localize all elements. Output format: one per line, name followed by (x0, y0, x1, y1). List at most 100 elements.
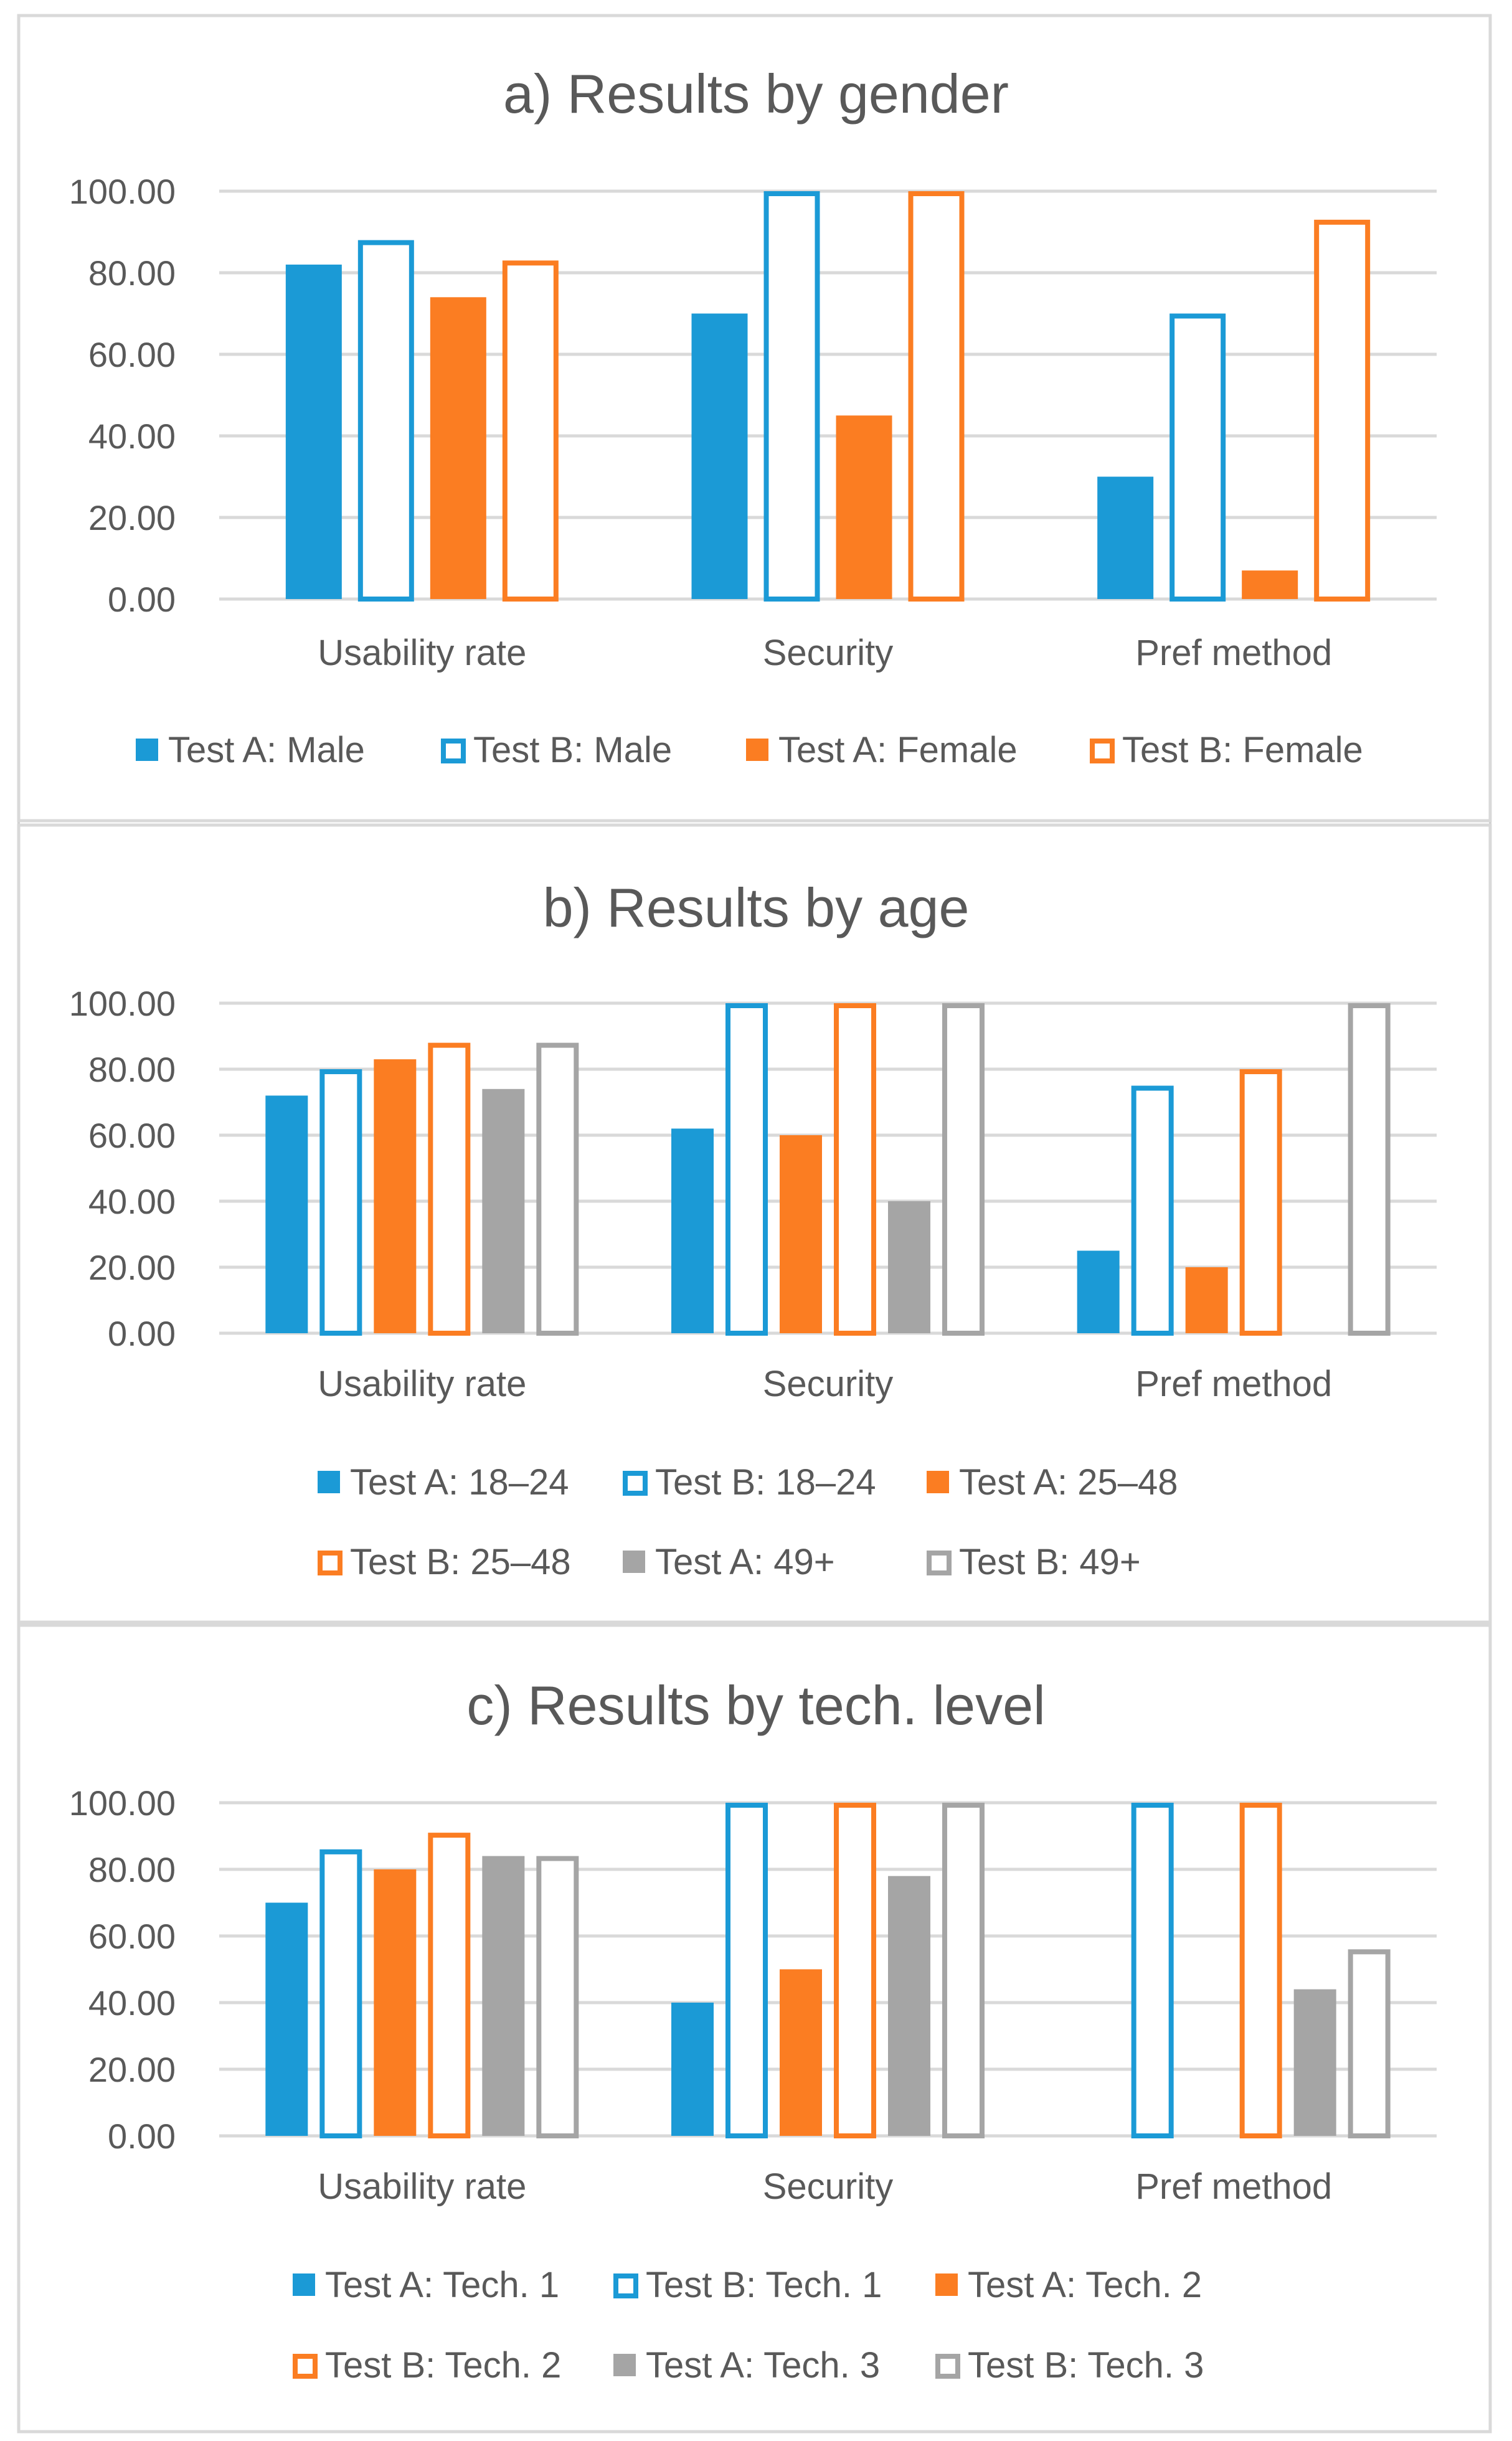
bar-test-b-49- (1348, 1003, 1391, 1336)
bar-test-b-49- (536, 1042, 579, 1336)
bar-test-a-male (1097, 476, 1154, 599)
bar-test-b-25-48 (428, 1042, 471, 1336)
legend-label: Test B: 18–24 (655, 1462, 876, 1503)
y-tick-label: 100.00 (69, 1783, 176, 1823)
bar-test-b-female (502, 260, 559, 602)
y-tick-label: 60.00 (88, 1917, 176, 1956)
y-tick-label: 80.00 (88, 1850, 176, 1889)
bar-test-a-18-24 (671, 1128, 714, 1333)
bar-test-a-female (836, 415, 892, 599)
y-tick-label: 20.00 (88, 2050, 176, 2089)
chart-title: b) Results by age (543, 877, 970, 938)
category-label: Security (763, 633, 894, 673)
bar-test-b-tech-1 (319, 1849, 362, 2138)
legend-swatch-hollow (927, 1551, 952, 1575)
legend-label: Test B: Male (473, 730, 672, 770)
bar-test-a-25-48 (1185, 1267, 1228, 1333)
legend-item: Test B: 49+ (927, 1542, 1141, 1582)
bar-test-b-tech-1 (725, 1803, 768, 2138)
chart-age: b) Results by age 0.00 20.00 40.00 60.00 80.0… (17, 823, 1492, 1624)
legend-label: Test A: Tech. 2 (968, 2265, 1202, 2305)
legend-item: Test A: Male (136, 730, 365, 770)
legend-label: Test B: 49+ (959, 1542, 1141, 1582)
legend-swatch-filled (935, 2273, 958, 2296)
bar-test-b-female (1314, 219, 1371, 602)
bar-test-a-18-24 (265, 1095, 308, 1333)
bar-test-b-tech-3 (536, 1856, 579, 2139)
legend-swatch-hollow (613, 2273, 638, 2298)
legend-label: Test B: Tech. 1 (646, 2265, 882, 2305)
category-label: Usability rate (318, 633, 526, 673)
bar-test-b-male (763, 191, 820, 602)
category-label: Pref method (1135, 1364, 1332, 1404)
legend-label: Test A: 49+ (655, 1542, 835, 1582)
y-tick-label: 20.00 (88, 1248, 176, 1287)
bar-test-b-tech-1 (1131, 1803, 1174, 2138)
legend-label: Test B: 25–48 (350, 1542, 571, 1582)
legend-item: Test A: Female (746, 730, 1018, 770)
legend-swatch-filled (613, 2354, 636, 2376)
y-tick-label: 0.00 (108, 2117, 176, 2156)
bar-test-b-49- (942, 1003, 985, 1336)
bar-test-a-female (430, 297, 486, 599)
bar-test-b-tech-3 (942, 1803, 985, 2138)
bar-test-b-18-24 (1131, 1085, 1174, 1336)
legend-label: Test B: Tech. 2 (325, 2345, 561, 2386)
bar-test-a-female (1242, 570, 1298, 599)
bar-test-b-25-48 (834, 1003, 876, 1336)
y-tick-label: 0.00 (108, 580, 176, 619)
legend-label: Test A: Male (168, 730, 365, 770)
legend-item: Test A: 49+ (623, 1542, 835, 1582)
y-tick-label: 60.00 (88, 335, 176, 374)
chart-panel (17, 14, 1492, 823)
bar-test-b-18-24 (319, 1069, 362, 1336)
legend-label: Test B: Tech. 3 (968, 2345, 1204, 2386)
category-label: Pref method (1135, 2166, 1332, 2207)
y-tick-label: 60.00 (88, 1116, 176, 1155)
y-tick-label: 40.00 (88, 1182, 176, 1221)
legend-label: Test A: Tech. 1 (325, 2265, 559, 2305)
bar-test-b-25-48 (1239, 1069, 1282, 1336)
legend-item: Test B: Female (1090, 730, 1363, 770)
category-label: Pref method (1135, 633, 1332, 673)
legend-swatch-filled (293, 2273, 315, 2296)
y-tick-label: 100.00 (69, 172, 176, 211)
legend-swatch-hollow (318, 1551, 343, 1575)
legend-swatch-filled (927, 1471, 949, 1493)
legend-swatch-filled (623, 1551, 645, 1573)
bar-test-a-tech-1 (265, 1902, 308, 2136)
bar-test-b-tech-2 (1239, 1803, 1282, 2138)
bar-test-a-tech-3 (1293, 1989, 1336, 2136)
category-label: Security (763, 1364, 894, 1404)
legend-item: Test A: Tech. 2 (935, 2265, 1202, 2305)
y-tick-label: 40.00 (88, 417, 176, 456)
chart-gender: a) Results by gender 0.00 20.00 40.00 60.00 8… (17, 14, 1492, 823)
legend-swatch-hollow (935, 2354, 960, 2379)
bar-test-a-25-48 (374, 1059, 417, 1333)
legend-swatch-hollow (293, 2354, 318, 2379)
bar-test-a-male (691, 313, 748, 599)
bar-test-a-tech-2 (374, 1869, 417, 2136)
y-tick-label: 0.00 (108, 1314, 176, 1353)
bar-test-a-tech-3 (482, 1856, 525, 2136)
chart-title: a) Results by gender (503, 63, 1009, 125)
legend-label: Test B: Female (1122, 730, 1363, 770)
legend-item: Test B: Tech. 3 (935, 2345, 1204, 2386)
legend-label: Test A: 18–24 (350, 1462, 569, 1503)
legend-swatch-filled (318, 1471, 340, 1493)
bar-test-a-18-24 (1077, 1250, 1120, 1333)
category-label: Security (763, 2166, 894, 2207)
legend-item: Test B: 25–48 (318, 1542, 571, 1582)
legend-swatch-filled (746, 739, 768, 761)
legend-item: Test B: Tech. 1 (613, 2265, 882, 2305)
bar-test-a-tech-1 (671, 2003, 714, 2136)
legend-item: Test A: Tech. 1 (293, 2265, 559, 2305)
legend-label: Test A: Tech. 3 (646, 2345, 880, 2386)
bar-test-a-25-48 (780, 1135, 822, 1333)
bar-test-b-tech-2 (834, 1803, 876, 2138)
legend-item: Test B: Tech. 2 (293, 2345, 561, 2386)
legend-swatch-hollow (623, 1471, 648, 1496)
y-tick-label: 100.00 (69, 984, 176, 1023)
category-label: Usability rate (318, 1364, 526, 1404)
